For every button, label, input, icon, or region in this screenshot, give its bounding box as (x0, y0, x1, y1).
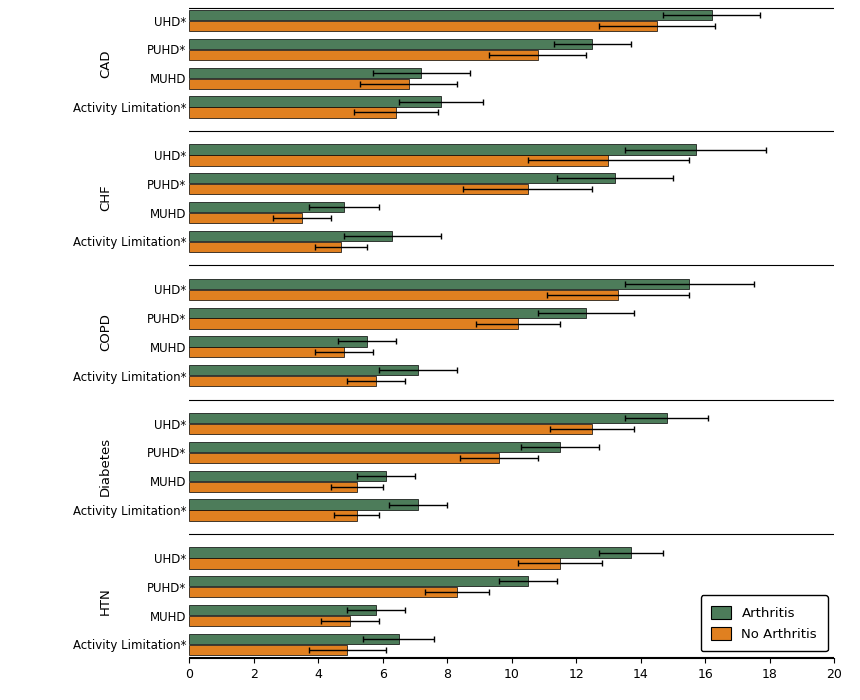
Bar (189, 50, 538, 60)
Bar (189, 155, 609, 165)
Bar (189, 605, 377, 615)
Bar (189, 336, 366, 346)
Legend: Arthritis, No Arthritis: Arthritis, No Arthritis (701, 595, 827, 652)
Bar (189, 424, 593, 434)
Bar (189, 453, 499, 463)
Bar (189, 616, 351, 626)
Bar (189, 318, 518, 329)
Bar (189, 21, 657, 32)
Bar (189, 547, 631, 558)
Bar (189, 365, 418, 375)
Bar (189, 307, 586, 318)
Text: COPD: COPD (99, 314, 112, 351)
Bar (189, 202, 344, 212)
Bar (189, 68, 421, 78)
Bar (189, 470, 386, 481)
Bar (189, 97, 440, 106)
Bar (189, 173, 615, 183)
Bar (189, 39, 593, 49)
Bar (189, 645, 347, 655)
Bar (189, 213, 302, 223)
Bar (189, 78, 408, 89)
Bar (189, 347, 344, 358)
Bar (189, 290, 618, 300)
Bar (189, 241, 341, 252)
Bar (189, 500, 418, 510)
Bar (189, 144, 696, 155)
Bar (189, 634, 399, 644)
Bar (189, 482, 357, 492)
Bar (189, 10, 711, 20)
Bar (189, 510, 357, 521)
Bar (189, 559, 560, 568)
Text: HTN: HTN (99, 587, 112, 615)
Bar (189, 576, 528, 587)
Bar (189, 376, 377, 386)
Bar (189, 413, 666, 424)
Bar (189, 587, 457, 597)
Bar (189, 107, 396, 118)
Bar (189, 442, 560, 452)
Text: Diabetes: Diabetes (99, 438, 112, 496)
Text: CHF: CHF (99, 185, 112, 211)
Text: CAD: CAD (99, 50, 112, 78)
Bar (189, 279, 689, 289)
Bar (189, 184, 528, 195)
Bar (189, 231, 392, 241)
